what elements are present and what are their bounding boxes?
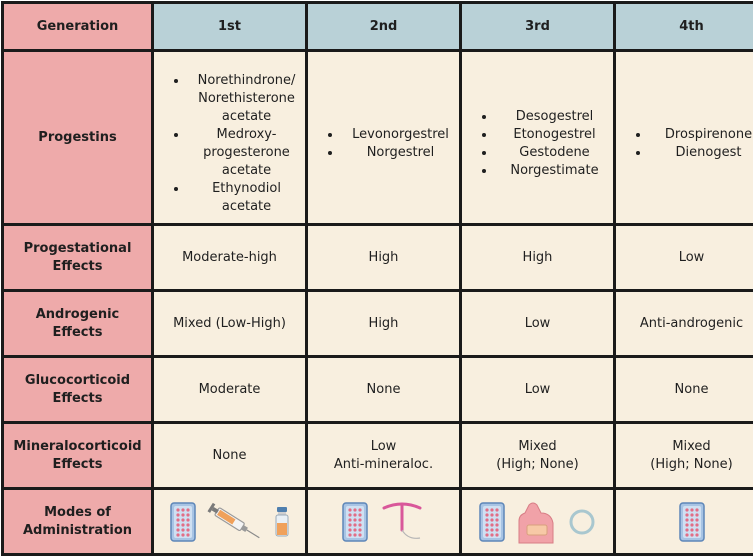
progestational-gen-3: High — [461, 225, 615, 291]
syringe-icon — [206, 499, 264, 545]
row-label-progestins: Progestins — [3, 51, 153, 225]
modes-icons — [308, 500, 459, 544]
androgenic-gen-3: Low — [461, 291, 615, 357]
header-gen-1: 1st — [153, 3, 307, 51]
progestin-item: Drospirenone — [650, 126, 753, 144]
progestin-item: Norgestimate — [496, 162, 613, 180]
progestins-gen-4: Drospirenone Dienogest — [615, 51, 753, 225]
cell-line: Mixed — [672, 439, 710, 454]
modes-icons — [154, 499, 305, 545]
androgenic-gen-2: High — [307, 291, 461, 357]
cell-line: Mixed — [518, 439, 556, 454]
pill-pack-icon — [170, 502, 196, 542]
progestin-item: Norgestrel — [342, 144, 459, 162]
progestin-item: Etonogestrel — [496, 126, 613, 144]
modes-gen-4 — [615, 489, 753, 555]
progestin-item: Norethindrone/ Norethisterone acetate — [188, 72, 305, 126]
header-gen-3: 3rd — [461, 3, 615, 51]
header-gen-2: 2nd — [307, 3, 461, 51]
cell-line: (High; None) — [496, 457, 578, 472]
progestins-row: Progestins Norethindrone/ Norethisterone… — [3, 51, 753, 225]
progestins-gen-2: Levonorgestrel Norgestrel — [307, 51, 461, 225]
pill-pack-icon — [479, 502, 505, 542]
progestin-item: Medroxy- progesterone acetate — [188, 126, 305, 180]
iud-icon — [378, 500, 426, 544]
progestin-item: Ethynodiol acetate — [188, 180, 305, 216]
header-gen-4: 4th — [615, 3, 753, 51]
row-label-line: Androgenic — [36, 307, 120, 322]
progestin-list: Drospirenone Dienogest — [616, 114, 753, 162]
row-label-glucocorticoid: Glucocorticoid Effects — [3, 357, 153, 423]
mineralocorticoid-row: Mineralocorticoid Effects None Low Anti-… — [3, 423, 753, 489]
progestational-gen-1: Moderate-high — [153, 225, 307, 291]
glucocorticoid-gen-2: None — [307, 357, 461, 423]
header-row: Generation 1st 2nd 3rd 4th — [3, 3, 753, 51]
modes-row: Modes of Administration — [3, 489, 753, 555]
arm-patch-icon — [515, 499, 557, 545]
modes-gen-3 — [461, 489, 615, 555]
glucocorticoid-row: Glucocorticoid Effects Moderate None Low… — [3, 357, 753, 423]
modes-gen-1 — [153, 489, 307, 555]
glucocorticoid-gen-3: Low — [461, 357, 615, 423]
row-label-line: Administration — [23, 523, 132, 538]
row-label-line: Glucocorticoid — [25, 373, 130, 388]
glucocorticoid-gen-4: None — [615, 357, 753, 423]
row-label-line: Effects — [53, 325, 103, 340]
row-label-line: Effects — [53, 457, 103, 472]
mineralocorticoid-gen-2: Low Anti-mineraloc. — [307, 423, 461, 489]
row-label-modes: Modes of Administration — [3, 489, 153, 555]
modes-gen-2 — [307, 489, 461, 555]
progestin-list: Norethindrone/ Norethisterone acetate Me… — [154, 60, 305, 216]
row-label-line: Progestational — [24, 241, 132, 256]
mineralocorticoid-gen-3: Mixed (High; None) — [461, 423, 615, 489]
glucocorticoid-gen-1: Moderate — [153, 357, 307, 423]
progestin-item: Gestodene — [496, 144, 613, 162]
progestin-list: Levonorgestrel Norgestrel — [308, 114, 459, 162]
row-label-line: Mineralocorticoid — [13, 439, 141, 454]
vial-icon — [274, 507, 290, 537]
row-label-mineralocorticoid: Mineralocorticoid Effects — [3, 423, 153, 489]
pill-pack-icon — [342, 502, 368, 542]
mineralocorticoid-gen-1: None — [153, 423, 307, 489]
cell-line: Low — [371, 439, 397, 454]
cell-line: Anti-mineraloc. — [334, 457, 433, 472]
androgenic-gen-4: Anti-androgenic — [615, 291, 753, 357]
modes-icons — [462, 499, 613, 545]
progestin-item: Desogestrel — [496, 108, 613, 126]
modes-icons — [616, 502, 753, 542]
androgenic-row: Androgenic Effects Mixed (Low-High) High… — [3, 291, 753, 357]
row-label-androgenic: Androgenic Effects — [3, 291, 153, 357]
row-label-line: Effects — [53, 259, 103, 274]
progestational-gen-2: High — [307, 225, 461, 291]
progestational-gen-4: Low — [615, 225, 753, 291]
progestin-item: Dienogest — [650, 144, 753, 162]
progestational-row: Progestational Effects Moderate-high Hig… — [3, 225, 753, 291]
pill-pack-icon — [679, 502, 705, 542]
progestin-list: Desogestrel Etonogestrel Gestodene Norge… — [462, 96, 613, 180]
mineralocorticoid-gen-4: Mixed (High; None) — [615, 423, 753, 489]
progestins-gen-3: Desogestrel Etonogestrel Gestodene Norge… — [461, 51, 615, 225]
androgenic-gen-1: Mixed (Low-High) — [153, 291, 307, 357]
progestins-gen-1: Norethindrone/ Norethisterone acetate Me… — [153, 51, 307, 225]
header-generation: Generation — [3, 3, 153, 51]
row-label-progestational: Progestational Effects — [3, 225, 153, 291]
vaginal-ring-icon — [567, 507, 597, 537]
cell-line: (High; None) — [650, 457, 732, 472]
progestin-item: Levonorgestrel — [342, 126, 459, 144]
row-label-line: Modes of — [44, 505, 111, 520]
row-label-line: Effects — [53, 391, 103, 406]
